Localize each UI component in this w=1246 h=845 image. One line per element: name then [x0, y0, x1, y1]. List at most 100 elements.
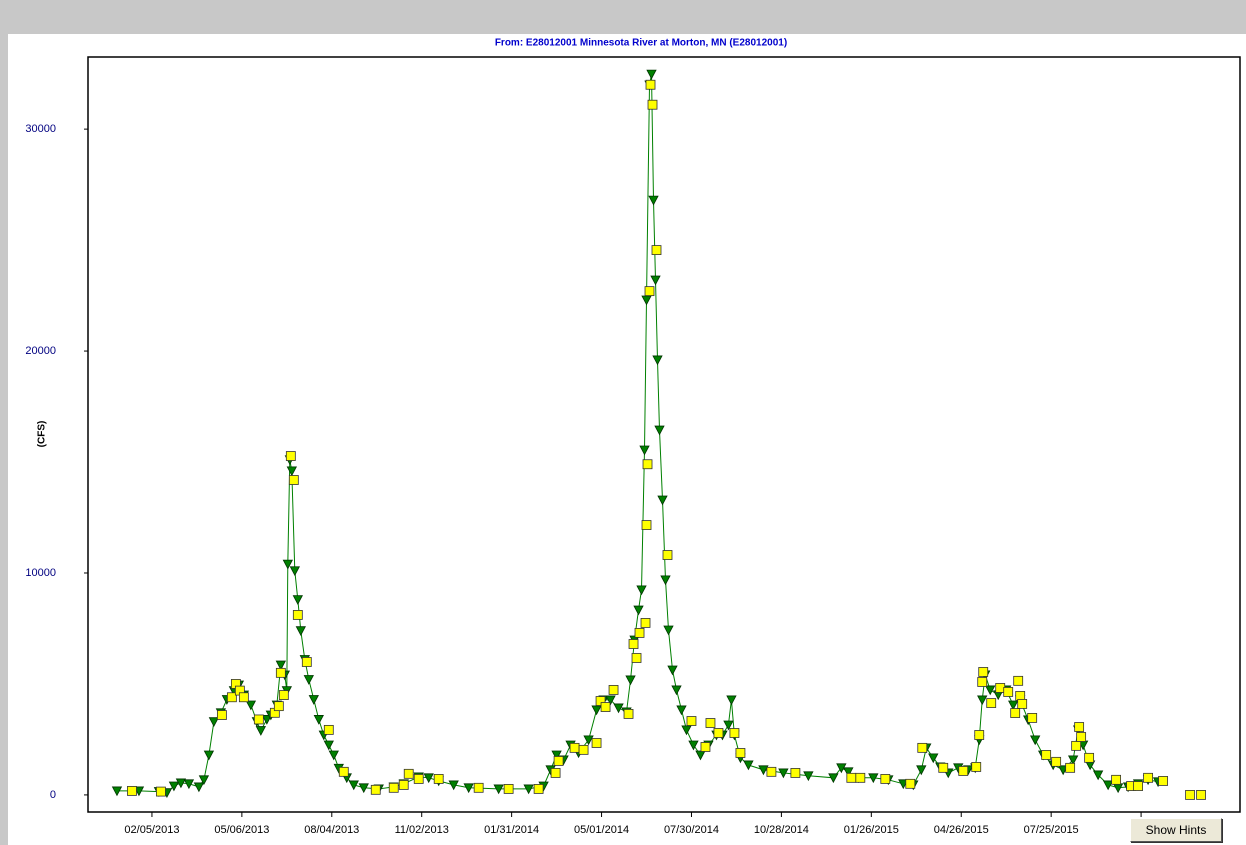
square-marker	[705, 718, 716, 728]
square-marker	[986, 698, 997, 708]
triangle-marker	[183, 779, 195, 790]
square-marker	[273, 701, 284, 712]
square-marker	[1051, 756, 1062, 767]
square-marker	[1013, 675, 1024, 686]
triangle-marker	[493, 784, 504, 795]
triangle-marker	[657, 495, 668, 506]
triangle-marker	[695, 750, 706, 761]
square-marker	[640, 618, 651, 628]
square-marker	[880, 774, 891, 784]
square-marker	[275, 667, 286, 678]
square-marker	[226, 692, 237, 703]
triangle-marker	[652, 355, 663, 366]
square-marker	[238, 692, 249, 703]
square-marker	[735, 748, 746, 758]
triangle-marker	[667, 665, 678, 676]
triangle-marker	[828, 773, 839, 784]
x-tick-label: 07/25/2015	[1024, 824, 1079, 836]
x-tick-label: 01/31/2014	[484, 824, 539, 836]
triangle-marker	[671, 685, 682, 696]
triangle-marker	[803, 771, 814, 782]
show-hints-button[interactable]: Show Hints	[1130, 818, 1222, 842]
square-marker	[433, 774, 444, 784]
square-marker	[644, 286, 655, 297]
triangle-marker	[448, 780, 459, 791]
triangle-marker	[523, 784, 534, 795]
triangle-marker	[303, 675, 314, 685]
square-marker	[591, 738, 602, 748]
square-marker	[278, 690, 289, 700]
square-marker	[1133, 781, 1143, 791]
square-marker	[413, 774, 424, 784]
square-marker	[595, 696, 606, 706]
y-axis-label: (CFS)	[37, 421, 48, 448]
triangle-marker	[843, 767, 854, 778]
triangle-marker	[313, 715, 324, 725]
chart-title: From: E28012001 Minnesota River at Morto…	[495, 38, 787, 49]
square-marker	[938, 762, 949, 773]
square-marker	[301, 657, 312, 667]
triangle-marker	[758, 765, 769, 776]
y-tick-label: 20000	[25, 345, 56, 357]
square-marker	[766, 766, 777, 777]
x-tick-label: 10/28/2014	[754, 824, 809, 836]
square-marker	[1076, 732, 1087, 742]
triangle-marker	[663, 625, 674, 636]
triangle-marker	[868, 773, 879, 784]
x-tick-label: 02/05/2013	[124, 824, 179, 836]
triangle-marker	[916, 765, 927, 776]
triangle-marker	[743, 760, 754, 771]
square-marker	[647, 99, 658, 110]
square-marker	[388, 782, 399, 793]
triangle-marker	[1092, 770, 1104, 781]
square-marker	[323, 724, 334, 735]
square-marker	[713, 728, 724, 738]
triangle-marker	[323, 740, 334, 751]
triangle-marker	[778, 768, 789, 779]
triangle-marker	[286, 466, 297, 477]
triangle-marker	[168, 781, 180, 792]
square-marker	[578, 744, 589, 755]
square-marker	[1143, 772, 1153, 783]
triangle-marker	[977, 695, 988, 706]
square-marker	[686, 716, 697, 726]
triangle-marker	[289, 566, 300, 577]
square-marker	[645, 79, 656, 90]
triangle-marker	[358, 783, 369, 794]
square-marker	[503, 784, 514, 794]
triangle-marker	[639, 445, 650, 456]
square-marker	[628, 639, 639, 649]
square-marker	[855, 772, 866, 783]
square-marker	[1111, 774, 1122, 785]
square-marker	[1185, 790, 1195, 800]
triangle-marker	[175, 778, 187, 789]
triangle-marker	[111, 786, 123, 797]
square-marker	[288, 475, 299, 485]
x-tick-label: 07/30/2014	[664, 824, 719, 836]
square-marker	[473, 782, 484, 793]
triangle-marker	[636, 585, 647, 596]
plot-area	[87, 56, 1241, 813]
square-marker	[1084, 752, 1095, 763]
triangle-marker	[282, 559, 293, 570]
square-marker	[569, 742, 580, 753]
triangle-marker	[633, 605, 644, 616]
square-marker	[1074, 722, 1085, 732]
triangle-marker	[208, 717, 220, 728]
square-marker	[1071, 740, 1082, 751]
triangle-marker	[676, 705, 687, 716]
triangle-marker	[255, 726, 267, 736]
triangle-marker	[985, 685, 996, 696]
square-marker	[1196, 790, 1206, 800]
triangle-marker	[613, 703, 624, 714]
triangle-marker	[650, 275, 661, 286]
square-marker	[253, 714, 264, 725]
square-marker	[641, 520, 652, 530]
triangle-marker	[551, 750, 562, 761]
triangle-marker	[646, 69, 657, 80]
square-marker	[631, 653, 642, 663]
square-marker	[790, 768, 801, 778]
square-marker	[958, 766, 969, 776]
triangle-marker	[723, 720, 734, 731]
